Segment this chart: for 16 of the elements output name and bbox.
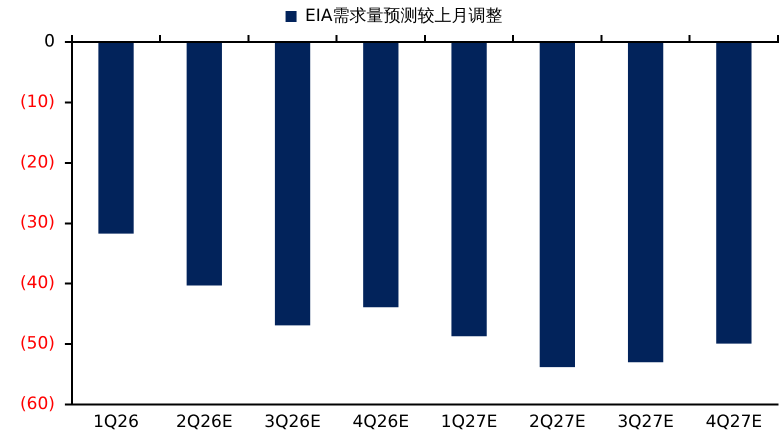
x-tick-label: 1Q26	[93, 412, 139, 432]
x-tick-label: 2Q27E	[529, 412, 586, 432]
x-tick-label: 4Q27E	[706, 412, 762, 432]
y-tick-label: (60)	[20, 394, 55, 414]
y-tick-label: 0	[44, 31, 55, 52]
x-tick-label: 1Q27E	[440, 412, 498, 432]
y-tick-label: (40)	[20, 273, 55, 294]
x-tick-label: 4Q26E	[352, 412, 410, 432]
x-tick-label: 3Q27E	[617, 412, 674, 432]
y-tick-label: (10)	[20, 92, 55, 112]
y-tick-label: (50)	[20, 334, 55, 354]
x-tick-label: 2Q26E	[176, 412, 233, 432]
legend-label: EIA需求量预测较上月调整	[305, 6, 502, 26]
y-tick-label: (20)	[20, 152, 55, 172]
x-tick-label: 3Q26E	[264, 412, 321, 432]
y-tick-label: (30)	[20, 212, 55, 233]
